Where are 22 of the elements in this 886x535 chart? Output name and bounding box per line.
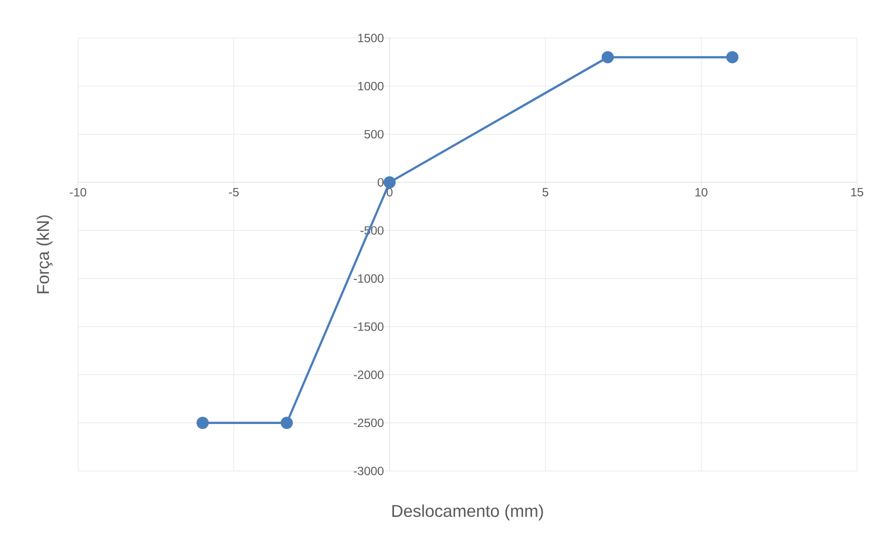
x-tick-label: 15 — [851, 188, 864, 196]
point — [280, 416, 293, 429]
point — [196, 416, 209, 429]
y-tick-label: -2000 — [354, 370, 384, 380]
x-tick-label: 0 — [386, 188, 392, 196]
y-tick-label: 1500 — [358, 34, 384, 42]
x-axis-title: Deslocamento (mm) — [392, 504, 543, 520]
y-axis-title: Força (kN) — [36, 215, 52, 294]
point — [726, 51, 738, 64]
point — [602, 51, 614, 64]
point — [384, 176, 396, 188]
y-tick-label: -1500 — [354, 322, 384, 331]
x-tick-label: -10 — [70, 188, 86, 196]
x-tick-label: 5 — [542, 188, 548, 196]
y-tick-label: -2500 — [354, 418, 384, 428]
y-tick-label: 500 — [364, 130, 384, 138]
x-tick-label: 10 — [695, 188, 708, 196]
y-tick-label: 1000 — [358, 82, 384, 90]
y-tick-label: 0 — [378, 178, 384, 187]
y-tick-label: -3000 — [354, 466, 384, 476]
y-tick-label: -1000 — [354, 274, 384, 283]
x-tick-label: -5 — [229, 188, 239, 196]
